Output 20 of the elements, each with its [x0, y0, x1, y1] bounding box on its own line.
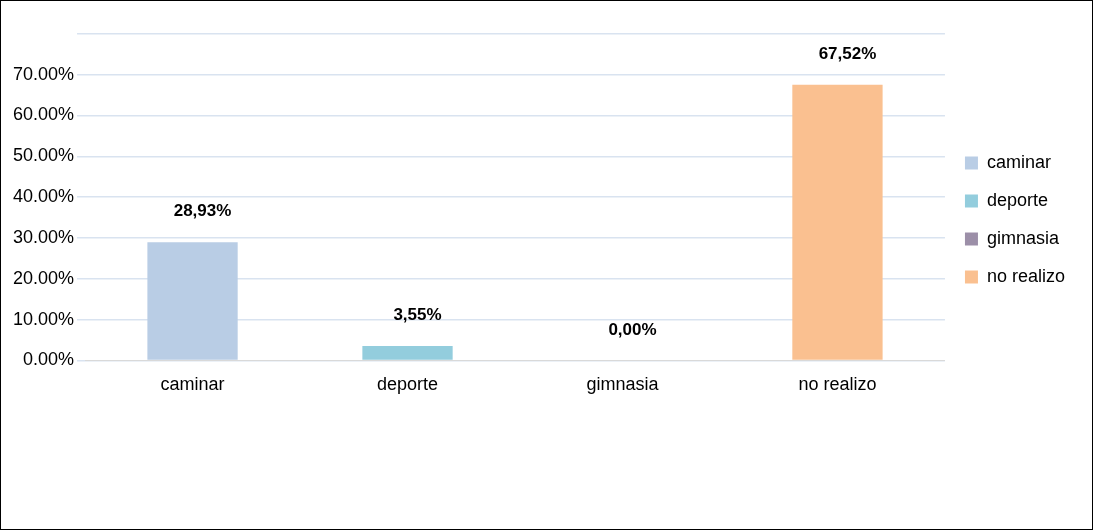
x-tick-label: caminar — [160, 374, 225, 395]
y-tick-label: 10.00% — [12, 308, 75, 329]
data-label: 0,00% — [608, 319, 657, 339]
y-tick-label: 60.00% — [12, 104, 75, 125]
x-tick-label: gimnasia — [586, 374, 660, 395]
x-tick-label: no realizo — [798, 374, 877, 395]
data-label: 67,52% — [818, 43, 877, 63]
legend-label: deporte — [986, 189, 1049, 210]
legend-label: no realizo — [986, 265, 1065, 286]
legend-label: gimnasia — [986, 227, 1060, 248]
x-tick-label: deporte — [376, 374, 439, 395]
y-tick-label: 70.00% — [12, 63, 75, 84]
y-tick-label: 0.00% — [23, 349, 75, 370]
y-tick-label: 50.00% — [12, 145, 75, 166]
y-tick-label: 30.00% — [12, 226, 75, 247]
data-label: 28,93% — [173, 201, 232, 221]
data-label: 3,55% — [393, 305, 442, 325]
y-tick-label: 40.00% — [12, 186, 75, 207]
y-tick-label: 20.00% — [12, 267, 75, 288]
legend-label: caminar — [986, 151, 1051, 172]
